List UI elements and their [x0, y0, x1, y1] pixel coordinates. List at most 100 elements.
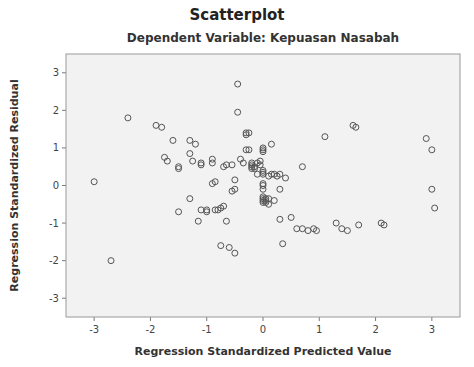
point: [268, 141, 274, 147]
point: [170, 137, 176, 143]
tick-label: 1: [53, 142, 59, 153]
point: [266, 201, 272, 207]
point: [280, 241, 286, 247]
point: [283, 175, 289, 181]
point: [266, 196, 272, 202]
point: [429, 186, 435, 192]
point: [212, 179, 218, 185]
points: [91, 81, 438, 264]
point: [260, 186, 266, 192]
tick-label: 1: [316, 324, 322, 335]
tick: [62, 147, 66, 148]
tick: [62, 298, 66, 299]
point: [229, 162, 235, 168]
tick: [62, 223, 66, 224]
point: [232, 177, 238, 183]
point: [91, 179, 97, 185]
tick: [62, 185, 66, 186]
point: [232, 250, 238, 256]
tick-label: 0: [53, 180, 59, 191]
point: [176, 209, 182, 215]
point: [246, 130, 252, 136]
tick-label: 3: [53, 67, 59, 78]
point: [235, 81, 241, 87]
point: [277, 171, 283, 177]
point: [257, 162, 263, 168]
point: [260, 171, 266, 177]
point: [246, 147, 252, 153]
y-axis-label: Regression Standardized Residual: [8, 79, 21, 291]
point: [240, 160, 246, 166]
title: Scatterplot: [189, 6, 284, 24]
point: [187, 137, 193, 143]
point: [254, 171, 260, 177]
point: [192, 141, 198, 147]
point: [432, 205, 438, 211]
point: [190, 158, 196, 164]
tick: [150, 317, 151, 321]
point: [223, 162, 229, 168]
point: [277, 216, 283, 222]
point: [125, 115, 131, 121]
point: [164, 158, 170, 164]
point: [187, 196, 193, 202]
point: [198, 162, 204, 168]
tick-label: -2: [145, 324, 155, 335]
tick: [319, 317, 320, 321]
point: [271, 198, 277, 204]
point: [429, 147, 435, 153]
point: [423, 136, 429, 142]
point: [204, 209, 210, 215]
point: [195, 218, 201, 224]
point: [232, 186, 238, 192]
chart: Scatterplot Dependent Variable: Kepuasan …: [0, 0, 474, 367]
point: [322, 134, 328, 140]
point: [153, 122, 159, 128]
x-axis-label: Regression Standardized Predicted Value: [134, 345, 391, 358]
point: [198, 207, 204, 213]
tick: [62, 260, 66, 261]
point: [344, 228, 350, 234]
tick: [375, 317, 376, 321]
point: [252, 166, 258, 172]
tick-label: -2: [49, 255, 59, 266]
point: [176, 166, 182, 172]
point: [299, 164, 305, 170]
tick-label: -3: [49, 293, 59, 304]
tick-label: -1: [49, 218, 59, 229]
point: [235, 109, 241, 115]
point: [294, 226, 300, 232]
tick-label: 2: [53, 105, 59, 116]
point: [221, 203, 227, 209]
point: [226, 244, 232, 250]
tick-label: -3: [89, 324, 99, 335]
point: [353, 124, 359, 130]
point: [339, 226, 345, 232]
point: [187, 151, 193, 157]
tick: [206, 317, 207, 321]
point: [333, 220, 339, 226]
point: [381, 222, 387, 228]
tick: [62, 110, 66, 111]
tick: [94, 317, 95, 321]
plot-area: [66, 54, 460, 317]
tick-label: -1: [202, 324, 212, 335]
point: [277, 186, 283, 192]
subtitle: Dependent Variable: Kepuasan Nasabah: [127, 31, 399, 45]
point: [313, 228, 319, 234]
point: [223, 218, 229, 224]
tick-label: 0: [260, 324, 266, 335]
point: [260, 149, 266, 155]
point: [356, 222, 362, 228]
tick-label: 2: [372, 324, 378, 335]
point: [305, 228, 311, 234]
tick: [62, 72, 66, 73]
point: [209, 160, 215, 166]
plot-frame: [66, 54, 460, 317]
tick-label: 3: [429, 324, 435, 335]
tick: [263, 317, 264, 321]
point: [288, 214, 294, 220]
point: [159, 124, 165, 130]
point: [218, 243, 224, 249]
tick: [431, 317, 432, 321]
